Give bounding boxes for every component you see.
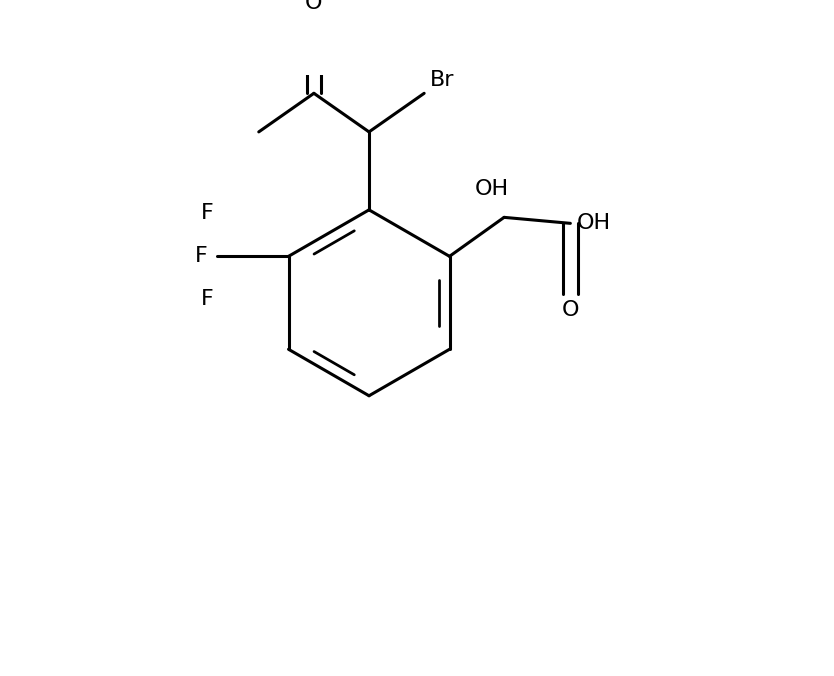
Text: F: F — [201, 289, 214, 310]
Text: OH: OH — [576, 214, 610, 233]
Text: O: O — [561, 299, 579, 320]
Text: F: F — [201, 203, 214, 223]
Text: F: F — [195, 246, 208, 266]
Text: Br: Br — [430, 70, 455, 91]
Text: OH: OH — [475, 179, 510, 199]
Text: O: O — [305, 0, 323, 14]
